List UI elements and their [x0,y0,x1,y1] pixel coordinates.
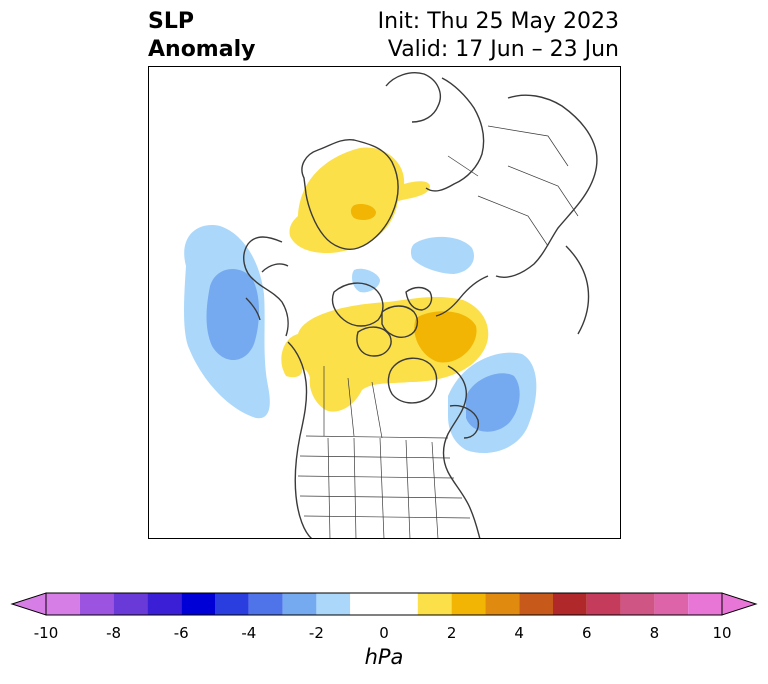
colorbar-extend-low [10,592,47,616]
field-title: SLP Anomaly [148,8,255,64]
positive-anomaly-pacific-lobe [282,338,303,378]
init-date: Init: Thu 25 May 2023 [377,9,619,34]
colorbar-cell [181,593,215,615]
colorbar-cell [147,593,182,615]
slp-anomaly-map [148,66,621,539]
positive-anomaly-greenland-core [350,204,376,220]
positive-anomaly-greenland-arctic [289,147,430,254]
colorbar-tick-label: 8 [649,624,660,642]
colorbar-units: hPa [364,645,404,669]
negative-anomaly-pacific-core [206,268,259,361]
political-borders [297,125,579,539]
colorbar-tick-label: 6 [582,624,592,642]
colorbar-cell [215,593,249,615]
colorbar-cell [316,593,351,615]
negative-anomaly-atlantic-core [466,373,520,432]
colorbar-extend-high [721,592,758,616]
valid-range: Valid: 17 Jun – 23 Jun [387,37,619,62]
colorbar-cell [282,593,317,615]
colorbar-cell [79,593,114,615]
colorbar-cell [248,593,283,615]
colorbar [10,592,758,616]
colorbar-cell [586,593,621,615]
colorbar-tick-label: 10 [712,624,732,642]
colorbar-tick-label: -8 [106,624,122,642]
colorbar-cell [350,593,418,615]
colorbar-tick-label: -4 [241,624,257,642]
colorbar-cell [519,593,553,615]
colorbar-frame [45,592,723,616]
colorbar-cell [451,593,486,615]
negative-anomaly-siberia [410,236,474,274]
colorbar-tick-label: -10 [33,624,59,642]
map-frame [148,66,621,539]
colorbar-tick-label: 4 [514,624,524,642]
colorbar-tick-label: 2 [446,624,457,642]
colorbar-cell [113,593,148,615]
coastlines [243,72,598,539]
colorbar-cell [485,593,520,615]
colorbar-cell [417,593,452,615]
field-title-line2: Anomaly [148,37,256,62]
field-title-line1: SLP [148,9,194,34]
colorbar-cell [654,593,689,615]
positive-anomaly-canada-core [414,311,477,363]
colorbar-tick-label: -2 [308,624,324,642]
colorbar-cell [688,593,722,615]
colorbar-tick-label: 0 [379,624,389,642]
colorbar-cell [620,593,655,615]
colorbar-cell [553,593,587,615]
negative-anomaly-arctic-small [352,268,380,293]
colorbar-cell [46,593,80,615]
colorbar-tick-label: -6 [173,624,189,642]
forecast-dates: Init: Thu 25 May 2023 Valid: 17 Jun – 23… [378,8,619,64]
